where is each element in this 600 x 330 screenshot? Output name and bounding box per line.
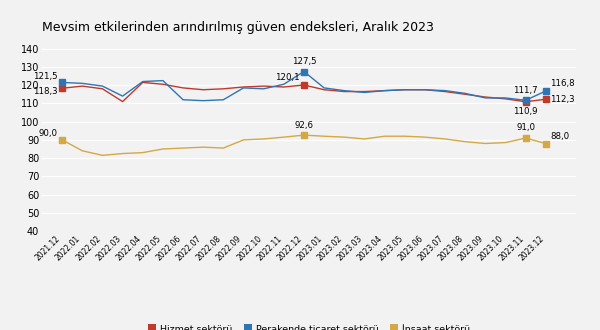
Text: Mevsim etkilerinden arındırılmış güven endeksleri, Aralık 2023: Mevsim etkilerinden arındırılmış güven e… [42,21,434,34]
Text: 110,9: 110,9 [514,107,538,116]
Text: 90,0: 90,0 [39,129,58,139]
Legend: Hizmet sektörü, Perakende ticaret sektörü, İnşaat sektörü: Hizmet sektörü, Perakende ticaret sektör… [144,320,474,330]
Text: 121,5: 121,5 [34,72,58,81]
Text: 118,3: 118,3 [34,87,58,96]
Text: 91,0: 91,0 [516,123,535,132]
Text: 112,3: 112,3 [550,95,575,104]
Text: 88,0: 88,0 [550,132,569,141]
Text: 92,6: 92,6 [295,120,313,130]
Text: 111,7: 111,7 [514,86,538,95]
Text: 116,8: 116,8 [550,79,575,88]
Text: 120,1: 120,1 [275,73,300,82]
Text: 127,5: 127,5 [292,57,316,66]
